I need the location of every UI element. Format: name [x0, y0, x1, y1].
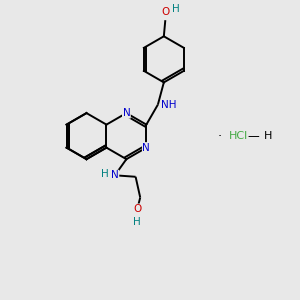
Text: H: H [101, 169, 109, 179]
Text: N: N [111, 170, 119, 180]
Text: H: H [264, 131, 272, 141]
Text: —: — [248, 130, 259, 142]
Text: HCl: HCl [229, 131, 248, 141]
Text: H: H [172, 4, 180, 14]
Text: O: O [133, 204, 141, 214]
Text: N: N [142, 142, 150, 153]
Text: NH: NH [161, 100, 177, 110]
Text: O: O [161, 7, 170, 16]
Text: N: N [122, 108, 130, 118]
Text: H: H [134, 217, 141, 227]
Text: ·: · [218, 130, 221, 142]
